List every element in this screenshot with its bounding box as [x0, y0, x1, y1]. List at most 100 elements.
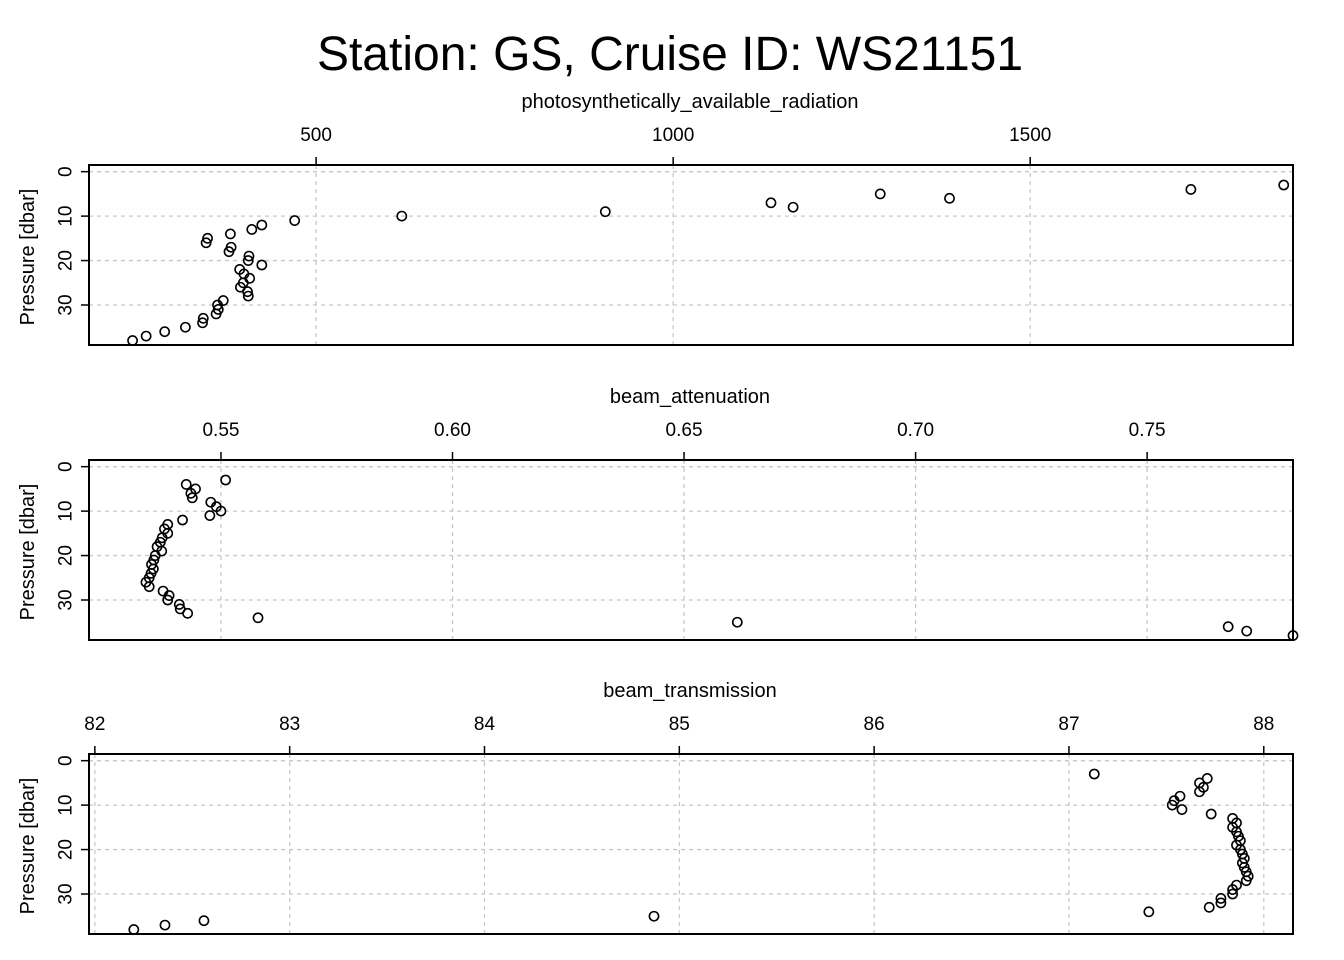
x-tick-label: 500 — [300, 125, 332, 146]
data-point — [1203, 901, 1215, 913]
data-point — [1201, 773, 1213, 784]
x-axis-label: beam_attenuation — [610, 386, 770, 408]
y-tick-label: 20 — [56, 839, 77, 860]
data-point — [224, 228, 236, 240]
data-point — [648, 910, 660, 922]
data-point — [186, 492, 198, 504]
y-tick-label: 0 — [56, 461, 77, 472]
data-point — [159, 919, 171, 931]
x-axis-label: beam_transmission — [603, 680, 776, 702]
y-tick-label: 10 — [56, 795, 77, 816]
data-point — [202, 232, 213, 244]
data-point — [256, 259, 268, 271]
data-point — [256, 219, 268, 231]
data-point — [874, 188, 886, 200]
data-point — [246, 224, 258, 235]
data-point — [787, 201, 799, 213]
x-tick-label: 88 — [1253, 714, 1274, 735]
panel-3: 82 83 84 85 86 87 88 0 10 20 30 beam_transmission Pr… — [17, 680, 1294, 935]
data-point — [1185, 184, 1197, 195]
data-point — [944, 192, 955, 204]
y-tick-label: 30 — [56, 883, 77, 904]
data-point — [1215, 897, 1227, 909]
data-point — [1088, 768, 1100, 780]
data-point — [162, 594, 174, 606]
y-tick-label: 30 — [56, 294, 77, 315]
y-tick-label: 20 — [56, 250, 77, 271]
panel-2: 0.55 0.60 0.65 0.70 0.75 0 10 20 30 beam_attenuat… — [17, 386, 1299, 641]
data-point — [159, 326, 171, 338]
data-point — [289, 215, 301, 226]
y-tick-label: 10 — [56, 501, 77, 522]
data-point — [242, 290, 254, 302]
data-point — [1222, 621, 1234, 633]
data-point — [765, 197, 777, 209]
data-point — [223, 246, 235, 258]
data-point — [200, 237, 212, 249]
data-point — [1241, 625, 1253, 637]
data-point — [1215, 893, 1227, 904]
plot-frame — [88, 164, 1294, 346]
data-point — [1278, 179, 1290, 191]
x-tick-label: 0.60 — [434, 420, 471, 441]
y-tick-label: 10 — [56, 206, 77, 227]
data-point — [143, 581, 155, 593]
data-point — [242, 255, 254, 266]
data-point — [180, 321, 191, 333]
data-point — [210, 308, 222, 320]
data-point — [185, 487, 197, 499]
plot-frame — [88, 459, 1294, 641]
data-point — [128, 924, 140, 935]
y-axis-label: Pressure [dbar] — [17, 484, 39, 621]
data-point — [220, 474, 232, 486]
data-point — [599, 206, 611, 218]
data-point — [1166, 799, 1178, 811]
data-point — [396, 210, 408, 222]
data-point — [1227, 888, 1239, 900]
x-tick-label: 1000 — [652, 125, 694, 146]
plot-frame — [88, 753, 1294, 935]
data-point — [242, 286, 253, 298]
y-tick-label: 30 — [56, 589, 77, 610]
x-tick-label: 0.75 — [1129, 420, 1166, 441]
data-point — [252, 612, 264, 624]
data-point — [1205, 808, 1217, 820]
data-point — [1240, 875, 1252, 887]
y-axis-label: Pressure [dbar] — [17, 189, 39, 326]
data-point — [1227, 884, 1239, 895]
x-tick-label: 0.70 — [897, 420, 934, 441]
y-tick-label: 0 — [56, 755, 77, 766]
x-tick-label: 0.65 — [666, 420, 703, 441]
data-point — [1143, 906, 1155, 918]
data-point — [731, 616, 743, 628]
x-tick-label: 82 — [84, 714, 105, 735]
x-tick-label: 84 — [474, 714, 496, 735]
x-tick-label: 86 — [864, 714, 885, 735]
panel-1: 500 1000 1500 0 10 20 30 photosynthetically_ava… — [17, 91, 1294, 346]
data-point — [180, 479, 192, 490]
data-point — [243, 250, 255, 262]
chart-title: Station: GS, Cruise ID: WS21151 — [317, 28, 1023, 81]
data-point — [1194, 786, 1205, 798]
data-point — [197, 312, 209, 324]
data-point — [177, 514, 188, 526]
data-point — [215, 505, 227, 517]
data-point — [198, 915, 210, 927]
x-tick-label: 85 — [669, 714, 690, 735]
data-point — [163, 590, 175, 601]
x-tick-label: 87 — [1058, 714, 1079, 735]
data-point — [1176, 804, 1188, 815]
y-axis-label: Pressure [dbar] — [17, 778, 39, 915]
data-point — [197, 317, 208, 329]
data-point — [149, 550, 161, 561]
x-tick-label: 0.55 — [202, 420, 239, 441]
x-tick-label: 83 — [279, 714, 300, 735]
data-point — [182, 607, 194, 619]
data-point — [127, 335, 138, 346]
y-tick-label: 0 — [56, 166, 77, 177]
data-point — [1287, 630, 1299, 641]
x-axis-label: photosynthetically_available_radiation — [522, 91, 859, 113]
data-point — [204, 510, 216, 521]
data-point — [173, 599, 185, 610]
